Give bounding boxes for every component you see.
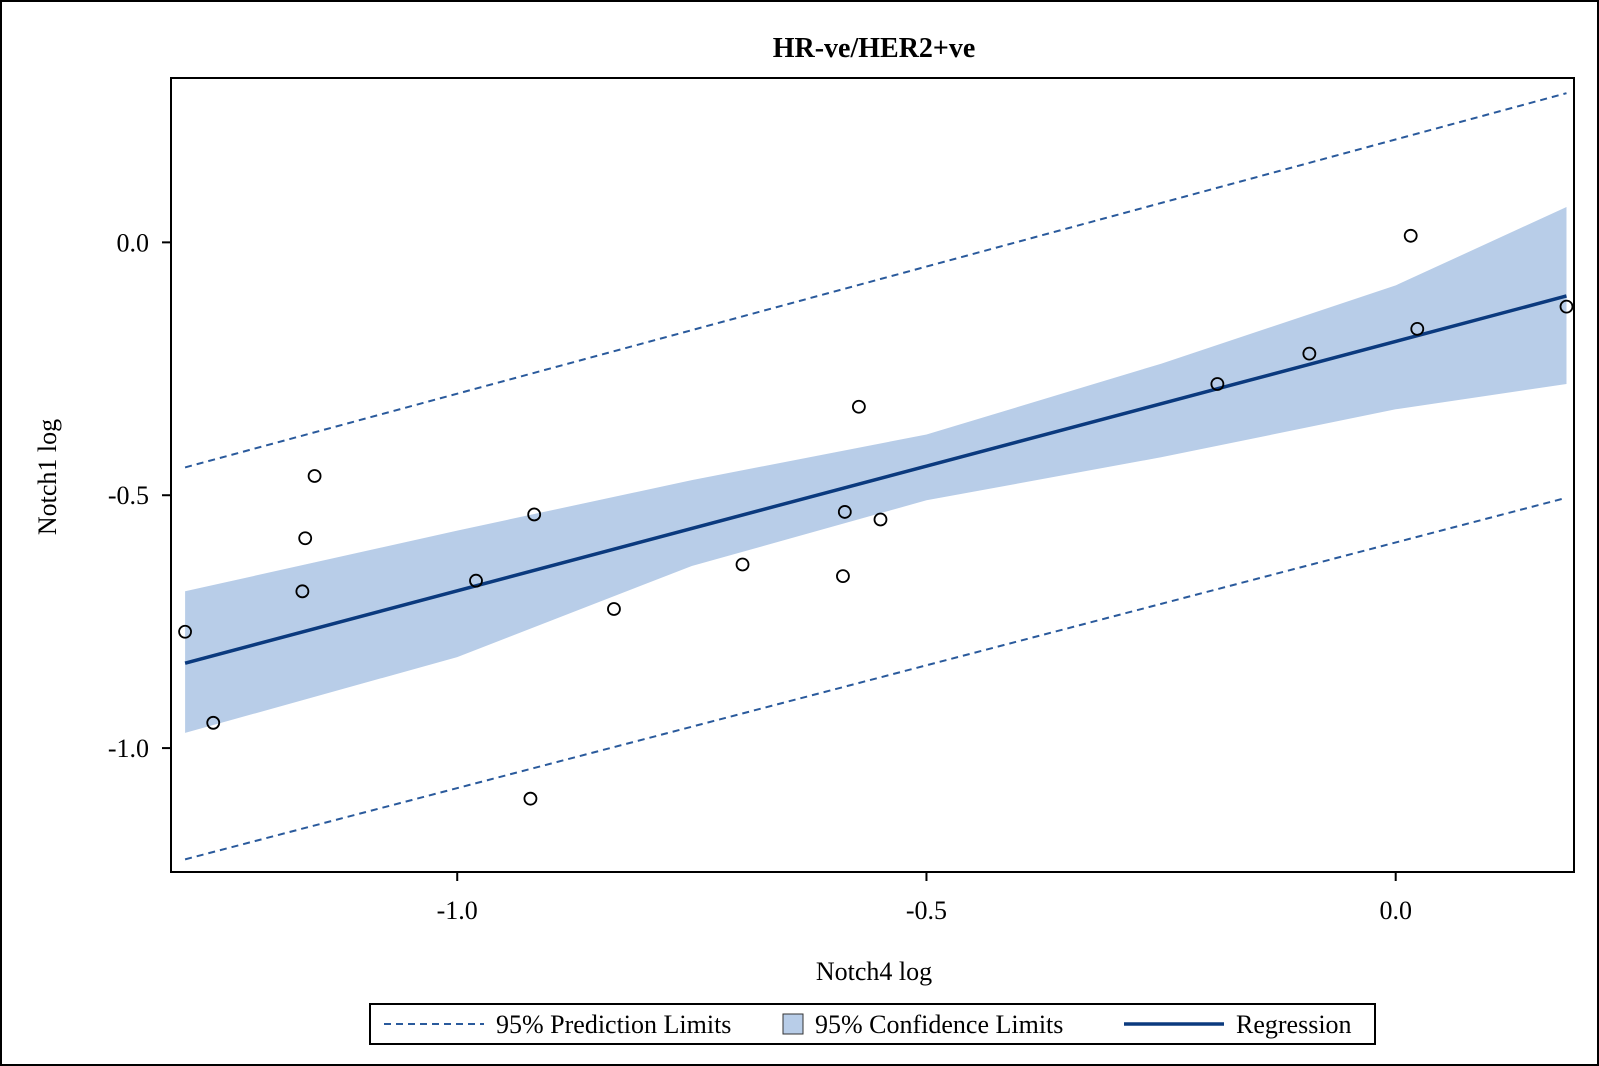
data-point xyxy=(836,569,850,584)
data-point xyxy=(1559,299,1574,314)
y-tick-label: -0.5 xyxy=(108,481,149,510)
data-point xyxy=(1410,321,1425,336)
legend-prediction-label: 95% Prediction Limits xyxy=(496,1010,731,1039)
prediction-limit-lower xyxy=(184,496,1567,861)
regression-line xyxy=(184,294,1567,665)
x-axis-label: Notch4 log xyxy=(816,957,932,986)
y-axis-label: Notch1 log xyxy=(33,419,62,535)
data-point xyxy=(1403,228,1418,243)
data-point xyxy=(873,512,888,527)
x-tick-label: -0.5 xyxy=(906,896,947,925)
y-axis: -1.0 -0.5 0.0 xyxy=(108,228,171,763)
data-point xyxy=(837,505,852,519)
data-point xyxy=(851,399,866,414)
data-point xyxy=(178,624,192,639)
data-point xyxy=(206,715,221,730)
legend-confidence-label: 95% Confidence Limits xyxy=(815,1010,1063,1039)
prediction-limit-upper xyxy=(184,92,1567,469)
y-tick-label: -1.0 xyxy=(108,734,149,763)
confidence-band xyxy=(185,207,1567,733)
data-point xyxy=(307,469,322,483)
data-point xyxy=(523,791,538,806)
data-point xyxy=(1302,346,1317,361)
data-point xyxy=(1210,377,1225,391)
data-point xyxy=(469,573,483,588)
legend-confidence-swatch xyxy=(782,1013,804,1035)
chart-title: HR-ve/HER2+ve xyxy=(773,33,976,64)
legend-regression-label: Regression xyxy=(1236,1010,1352,1039)
data-point xyxy=(298,531,313,546)
data-point xyxy=(735,557,750,572)
x-tick-label: -1.0 xyxy=(437,896,478,925)
x-axis: -1.0 -0.5 0.0 xyxy=(437,872,1412,925)
y-tick-label: 0.0 xyxy=(117,228,150,257)
data-point xyxy=(607,602,621,616)
plot-area-border xyxy=(170,77,1575,873)
legend: 95% Prediction Limits 95% Confidence Lim… xyxy=(369,1003,1376,1045)
data-point xyxy=(527,507,542,522)
x-tick-label: 0.0 xyxy=(1379,896,1412,925)
data-point xyxy=(295,584,310,599)
plot-layer xyxy=(178,92,1574,861)
